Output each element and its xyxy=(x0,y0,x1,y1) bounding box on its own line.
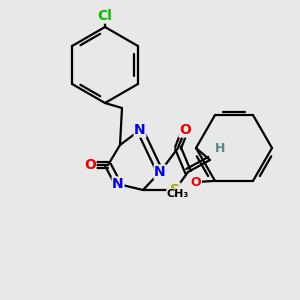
Text: N: N xyxy=(154,165,166,179)
Text: O: O xyxy=(179,123,191,137)
Text: S: S xyxy=(170,183,180,197)
Text: N: N xyxy=(112,177,124,191)
Text: O: O xyxy=(191,176,201,188)
Text: Cl: Cl xyxy=(98,9,112,23)
Text: N: N xyxy=(134,123,146,137)
Text: H: H xyxy=(215,142,225,154)
Text: CH₃: CH₃ xyxy=(167,189,189,199)
Text: O: O xyxy=(84,158,96,172)
